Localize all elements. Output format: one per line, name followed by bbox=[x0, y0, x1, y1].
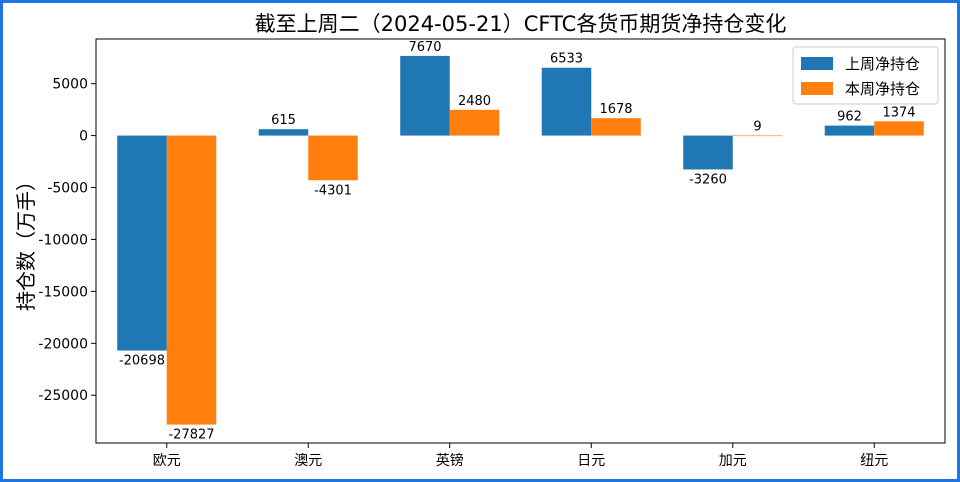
data-label: 962 bbox=[837, 110, 862, 125]
x-tick-label: 加元 bbox=[719, 453, 747, 469]
chart-title: 截至上周二（2024-05-21）CFTC各货币期货净持仓变化 bbox=[255, 12, 787, 36]
bar-this-week bbox=[449, 109, 500, 136]
y-tick-label: -25000 bbox=[38, 388, 88, 404]
data-label: 615 bbox=[271, 113, 296, 128]
legend-swatch bbox=[801, 57, 833, 70]
data-label: 6533 bbox=[550, 52, 583, 67]
bar-last-week bbox=[117, 135, 167, 351]
data-label: -4301 bbox=[314, 183, 352, 198]
plot-area-border bbox=[95, 38, 946, 444]
x-tick-label: 英镑 bbox=[436, 452, 464, 469]
legend-swatch bbox=[801, 82, 833, 95]
bar-this-week bbox=[874, 121, 924, 136]
y-axis-label: 持仓数（万手） bbox=[14, 171, 38, 311]
y-tick-label: 0 bbox=[79, 129, 88, 145]
bar-this-week bbox=[308, 135, 358, 181]
x-tick-label: 欧元 bbox=[153, 453, 181, 469]
x-tick-label: 澳元 bbox=[294, 453, 322, 469]
bar-this-week bbox=[166, 135, 217, 425]
x-tick-label: 日元 bbox=[577, 453, 605, 469]
y-tick-label: -20000 bbox=[38, 336, 88, 352]
legend-label: 上周净持仓 bbox=[845, 55, 920, 73]
data-label: 2480 bbox=[458, 94, 491, 109]
data-label: -3260 bbox=[689, 172, 727, 187]
data-label: -20698 bbox=[119, 354, 165, 369]
legend-label: 本周净持仓 bbox=[845, 80, 920, 98]
bar-this-week bbox=[591, 118, 641, 136]
data-label: -27827 bbox=[168, 428, 214, 443]
y-tick-label: -10000 bbox=[38, 232, 88, 248]
bar-this-week bbox=[732, 135, 783, 137]
bar-chart: 截至上周二（2024-05-21）CFTC各货币期货净持仓变化 5000 0 -50… bbox=[14, 12, 946, 469]
data-label: 1678 bbox=[599, 102, 632, 117]
y-tick-label: -5000 bbox=[47, 181, 88, 197]
bar-last-week bbox=[258, 129, 309, 136]
data-label: 7670 bbox=[408, 40, 441, 55]
data-label: 9 bbox=[753, 119, 761, 134]
y-tick-label: -15000 bbox=[38, 284, 88, 300]
bar-last-week bbox=[683, 135, 733, 170]
bar-last-week bbox=[541, 67, 592, 136]
bar-last-week bbox=[824, 125, 875, 136]
data-label: 1374 bbox=[882, 105, 915, 120]
bar-last-week bbox=[400, 55, 450, 136]
x-tick-label: 纽元 bbox=[860, 453, 888, 469]
y-tick-label: 5000 bbox=[52, 77, 88, 93]
